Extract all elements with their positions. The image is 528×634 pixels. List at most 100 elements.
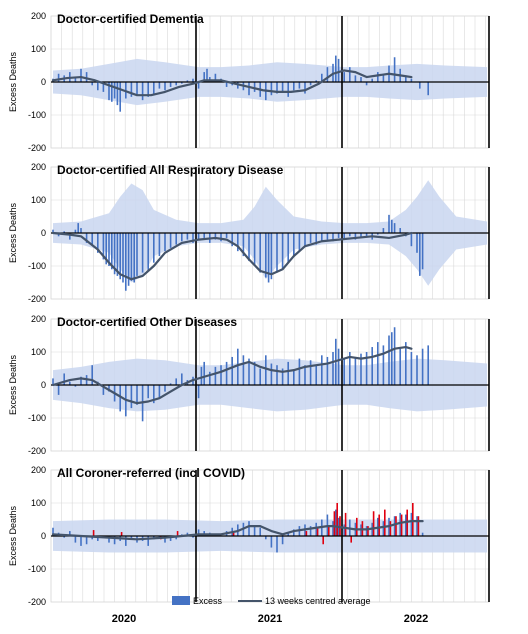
excess-bar <box>242 233 245 257</box>
excess-bar <box>309 233 312 243</box>
excess-bar <box>399 512 401 536</box>
excess-bar <box>192 233 194 243</box>
excess-bar <box>248 82 250 96</box>
excess-bar <box>337 58 340 82</box>
excess-bar <box>91 365 93 385</box>
excess-bar <box>108 385 110 392</box>
excess-bar <box>225 82 228 87</box>
excess-bar <box>203 361 205 385</box>
y-tick-label: -100 <box>28 564 46 574</box>
excess-bar <box>287 532 289 536</box>
excess-bar <box>427 82 429 96</box>
excess-bar <box>265 233 267 278</box>
excess-bar <box>147 233 149 271</box>
excess-bar <box>391 332 393 385</box>
excess-bar <box>69 381 71 385</box>
excess-bar <box>253 233 256 266</box>
excess-bar <box>203 233 205 238</box>
excess-bar <box>332 352 334 385</box>
chart-panel: -200 -100 0 100 200 Excess Deaths All Coroner-… <box>8 465 490 607</box>
excess-bar <box>214 73 217 82</box>
excess-bar <box>354 75 357 82</box>
excess-bar <box>354 356 357 385</box>
excess-bar <box>298 233 301 252</box>
excess-bar <box>74 229 77 233</box>
excess-bar <box>52 378 54 385</box>
excess-bar <box>399 228 401 233</box>
y-tick-label: 100 <box>31 44 46 54</box>
excess-bar <box>405 342 407 385</box>
excess-bar-red <box>336 503 338 536</box>
excess-bar <box>200 366 203 385</box>
excess-bar <box>287 361 289 385</box>
excess-bar <box>321 355 323 385</box>
excess-bar <box>281 82 284 92</box>
centred-average-line <box>51 345 413 405</box>
excess-bar <box>293 529 295 536</box>
y-tick-label: 200 <box>31 314 46 324</box>
y-tick-label: -100 <box>28 110 46 120</box>
excess-bar <box>197 529 200 536</box>
excess-bar <box>113 82 116 99</box>
excess-bar <box>248 233 250 262</box>
excess-bar-red <box>395 516 397 536</box>
excess-bar <box>343 72 345 82</box>
excess-bar-red <box>176 531 179 536</box>
excess-bar <box>315 80 317 82</box>
excess-bar-red <box>378 514 380 536</box>
excess-bar <box>293 370 295 385</box>
excess-bar <box>416 516 418 536</box>
x-category-labels: 2020 2021 2022 <box>112 613 428 625</box>
excess-bar <box>85 72 88 82</box>
legend-bar-label: Excess <box>193 596 223 606</box>
excess-bar <box>175 233 177 245</box>
excess-bar <box>197 82 200 89</box>
excess-bar <box>304 233 306 247</box>
excess-bar <box>365 526 368 536</box>
excess-bar <box>164 536 166 543</box>
excess-bar <box>388 214 390 233</box>
excess-bar <box>371 78 373 82</box>
excess-bar <box>315 233 317 245</box>
excess-bar <box>293 82 295 91</box>
excess-bar <box>164 82 166 91</box>
excess-bar-red <box>305 531 308 536</box>
excess-bar-red <box>120 532 123 536</box>
excess-bar <box>91 233 93 245</box>
excess-bar <box>220 365 222 385</box>
excess-bar <box>203 72 205 82</box>
excess-bar <box>276 233 278 273</box>
excess-bar <box>393 516 396 536</box>
excess-bar <box>298 358 301 385</box>
chart-panel: -200 -100 0 100 200 Excess Deaths Doctor-certi… <box>8 314 490 456</box>
y-tick-label: -200 <box>28 143 46 153</box>
excess-bar <box>85 536 88 545</box>
y-tick-label: -200 <box>28 597 46 607</box>
excess-bar <box>133 233 135 283</box>
excess-bar <box>141 233 144 273</box>
excess-bar <box>74 536 77 543</box>
excess-bar <box>382 228 385 233</box>
excess-bar <box>231 356 233 385</box>
excess-bar <box>158 233 161 257</box>
excess-bar <box>405 514 407 536</box>
centred-average-line <box>51 231 413 281</box>
excess-bar <box>52 527 54 536</box>
excess-bar <box>158 385 161 399</box>
excess-bar <box>393 57 396 82</box>
excess-bar <box>108 233 110 266</box>
excess-bar <box>127 233 130 286</box>
excess-bar <box>197 385 200 399</box>
excess-bar <box>377 342 379 385</box>
excess-bar <box>116 82 119 106</box>
excess-bar <box>113 536 116 545</box>
excess-bar <box>80 68 82 82</box>
excess-bar <box>91 82 93 86</box>
excess-bar-red <box>232 532 235 536</box>
excess-bar <box>136 385 138 405</box>
excess-bar-red <box>417 516 420 536</box>
excess-bar <box>130 233 133 281</box>
excess-bar <box>360 233 362 238</box>
excess-bar <box>158 536 161 538</box>
